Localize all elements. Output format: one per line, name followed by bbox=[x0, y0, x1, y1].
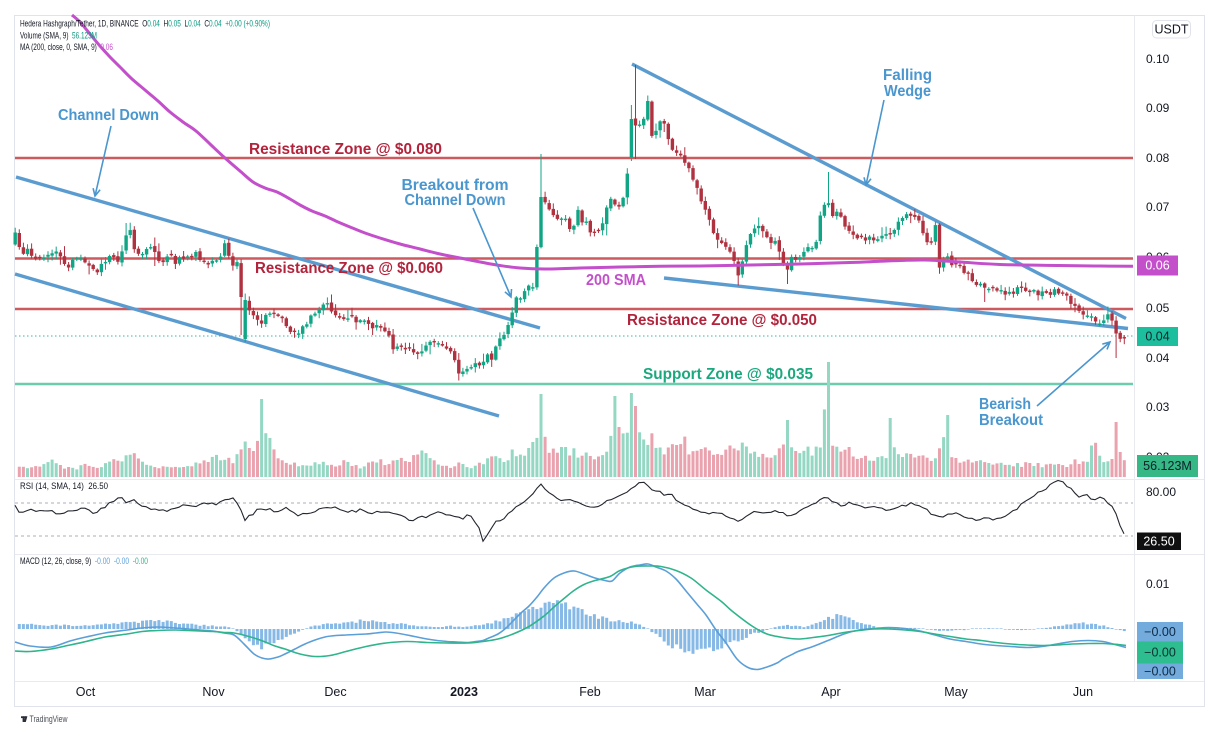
svg-text:−0.00: −0.00 bbox=[1144, 664, 1176, 678]
svg-text:MA (200, close, 0, SMA, 9) 0.: MA (200, close, 0, SMA, 9) 0.06 bbox=[20, 42, 113, 52]
svg-text:Bearish: Bearish bbox=[979, 396, 1031, 413]
svg-text:0.04: 0.04 bbox=[1146, 351, 1170, 365]
svg-text:Jun: Jun bbox=[1073, 685, 1093, 699]
svg-text:Hedera Hashgraph/Tether, 1D, B: Hedera Hashgraph/Tether, 1D, BINANCE O0.… bbox=[20, 19, 270, 29]
svg-text:Support Zone @ $0.035: Support Zone @ $0.035 bbox=[643, 366, 813, 383]
svg-text:Volume (SMA, 9) 56.123M: Volume (SMA, 9) 56.123M bbox=[20, 31, 97, 41]
svg-text:Breakout from: Breakout from bbox=[402, 177, 509, 194]
svg-text:Falling: Falling bbox=[883, 67, 932, 84]
svg-text:Resistance Zone @ $0.080: Resistance Zone @ $0.080 bbox=[249, 141, 442, 158]
svg-text:RSI (14, SMA, 14) 26.50: RSI (14, SMA, 14) 26.50 bbox=[20, 481, 108, 491]
svg-text:0.04: 0.04 bbox=[1145, 330, 1169, 344]
svg-text:0.09: 0.09 bbox=[1146, 101, 1170, 115]
svg-text:Oct: Oct bbox=[76, 685, 96, 699]
svg-text:0.03: 0.03 bbox=[1146, 400, 1170, 414]
svg-text:MACD (12, 26, close, 9) -0.00: MACD (12, 26, close, 9) -0.00 -0.00 -0.0… bbox=[20, 556, 148, 566]
svg-text:Feb: Feb bbox=[579, 685, 601, 699]
svg-text:2023: 2023 bbox=[450, 685, 478, 699]
svg-text:Wedge: Wedge bbox=[884, 83, 931, 100]
svg-text:Apr: Apr bbox=[821, 685, 840, 699]
svg-text:200 SMA: 200 SMA bbox=[586, 272, 646, 289]
svg-text:TradingView: TradingView bbox=[30, 714, 68, 725]
svg-text:0.06: 0.06 bbox=[1145, 259, 1169, 273]
svg-text:Mar: Mar bbox=[694, 685, 716, 699]
svg-text:Dec: Dec bbox=[324, 685, 346, 699]
svg-text:−0.00: −0.00 bbox=[1144, 625, 1176, 639]
svg-text:USDT: USDT bbox=[1154, 23, 1188, 37]
svg-text:0.01: 0.01 bbox=[1146, 577, 1170, 591]
svg-text:Breakout: Breakout bbox=[979, 412, 1043, 429]
svg-text:0.10: 0.10 bbox=[1146, 52, 1170, 66]
svg-text:56.123M: 56.123M bbox=[1143, 459, 1192, 473]
svg-text:26.50: 26.50 bbox=[1143, 534, 1174, 548]
svg-text:May: May bbox=[944, 685, 968, 699]
svg-text:0.07: 0.07 bbox=[1146, 200, 1170, 214]
svg-text:Nov: Nov bbox=[202, 685, 225, 699]
svg-text:Resistance Zone @ $0.060: Resistance Zone @ $0.060 bbox=[255, 260, 443, 277]
svg-text:−0.00: −0.00 bbox=[1144, 646, 1176, 660]
svg-text:80.00: 80.00 bbox=[1146, 485, 1176, 499]
svg-text:0.05: 0.05 bbox=[1146, 301, 1170, 315]
svg-text:Channel Down: Channel Down bbox=[58, 107, 159, 124]
svg-text:0.08: 0.08 bbox=[1146, 151, 1170, 165]
svg-text:Resistance Zone @ $0.050: Resistance Zone @ $0.050 bbox=[627, 312, 817, 329]
svg-text:Channel Down: Channel Down bbox=[405, 192, 506, 209]
